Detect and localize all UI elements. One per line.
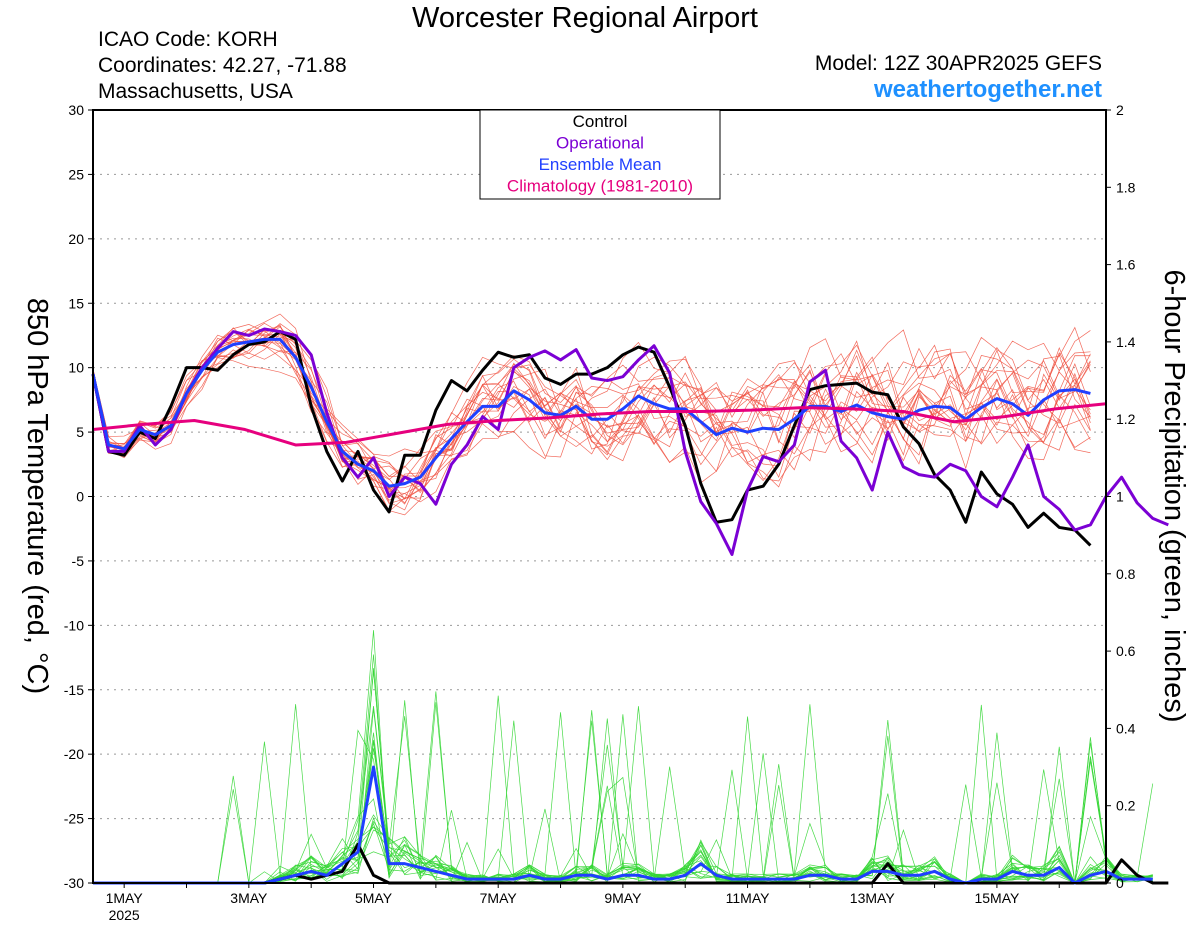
right-axis-label: 6-hour Precipitation (green, inches) — [1158, 270, 1190, 723]
right-tick-label: 0 — [1116, 875, 1124, 891]
site-link[interactable]: weathertogether.net — [873, 76, 1102, 103]
left-tick-label: -10 — [64, 617, 84, 633]
ensemble-member-temp-line — [92, 322, 1091, 490]
ensemble-member-temp-line — [92, 328, 1091, 501]
ensemble-member-temp-line — [92, 330, 1091, 516]
coordinates: Coordinates: 42.27, -71.88 — [98, 54, 347, 77]
right-tick-label: 2 — [1116, 102, 1124, 118]
right-tick-label: 1.2 — [1116, 411, 1136, 427]
ensemble-member-temp-line — [92, 330, 1091, 489]
axes: -30-25-20-15-10-505101520253000.20.40.60… — [21, 102, 1190, 923]
left-tick-label: -30 — [64, 875, 84, 891]
grid — [93, 173, 1106, 820]
left-tick-label: -5 — [72, 553, 85, 569]
legend-entry: Operational — [556, 134, 644, 153]
operational-temp-line — [91, 327, 1169, 556]
left-tick-label: 10 — [68, 360, 84, 376]
left-tick-label: 15 — [68, 295, 84, 311]
control-temp-line — [91, 330, 1092, 547]
x-tick-sublabel: 2025 — [109, 907, 140, 923]
right-tick-label: 0.8 — [1116, 566, 1136, 582]
right-tick-label: 0.6 — [1116, 643, 1136, 659]
climatology-line — [92, 402, 1107, 447]
x-tick-label: 11MAY — [726, 890, 770, 906]
legend-entry: Climatology (1981-2010) — [507, 177, 693, 196]
left-tick-label: 0 — [76, 489, 84, 505]
legend: Control Operational Ensemble Mean Climatolo… — [479, 109, 721, 200]
left-tick-label: 25 — [68, 166, 84, 182]
x-tick-label: 9MAY — [604, 890, 642, 906]
ensemble-member-temp-line — [92, 327, 1091, 511]
right-tick-label: 1.6 — [1116, 257, 1136, 273]
left-tick-label: -20 — [64, 746, 84, 762]
right-tick-label: 0.2 — [1116, 798, 1136, 814]
left-tick-label: 30 — [68, 102, 84, 118]
left-tick-label: -25 — [64, 811, 84, 827]
x-tick-label: 1MAY — [106, 890, 144, 906]
ensemble-member-temp-line — [92, 331, 1091, 494]
x-tick-label: 7MAY — [480, 890, 518, 906]
x-tick-label: 15MAY — [974, 890, 1020, 906]
ensemble-mean-precip-line — [93, 765, 1153, 885]
ensemble-mean-temp-line — [91, 337, 1091, 488]
ensemble-member-temp-line — [92, 347, 1091, 478]
right-tick-label: 1.8 — [1116, 179, 1136, 195]
right-tick-label: 0.4 — [1116, 720, 1136, 736]
legend-entry: Ensemble Mean — [539, 155, 662, 174]
icao-code: ICAO Code: KORH — [98, 28, 278, 51]
model-run: Model: 12Z 30APR2025 GEFS — [814, 52, 1102, 75]
ensemble-member-precip-line — [93, 668, 1153, 884]
location: Massachusetts, USA — [98, 80, 293, 103]
left-tick-label: 5 — [76, 424, 84, 440]
right-tick-label: 1.4 — [1116, 334, 1136, 350]
ensemble-member-temp-line — [92, 329, 1091, 505]
page-title: Worcester Regional Airport — [411, 2, 758, 34]
legend-box — [479, 109, 721, 200]
left-tick-label: 20 — [68, 231, 84, 247]
right-tick-label: 1 — [1116, 489, 1124, 505]
x-tick-label: 13MAY — [850, 890, 896, 906]
ensemble-member-precip-line — [93, 654, 1153, 884]
legend-entry: Control — [573, 112, 628, 131]
ensemble-member-temp-line — [92, 313, 1091, 504]
left-axis-label: 850 hPa Temperature (red, °C) — [21, 298, 53, 694]
x-tick-label: 3MAY — [230, 890, 268, 906]
ensemble-member-temp-line — [92, 333, 1091, 477]
x-tick-label: 5MAY — [355, 890, 393, 906]
left-tick-label: -15 — [64, 682, 84, 698]
